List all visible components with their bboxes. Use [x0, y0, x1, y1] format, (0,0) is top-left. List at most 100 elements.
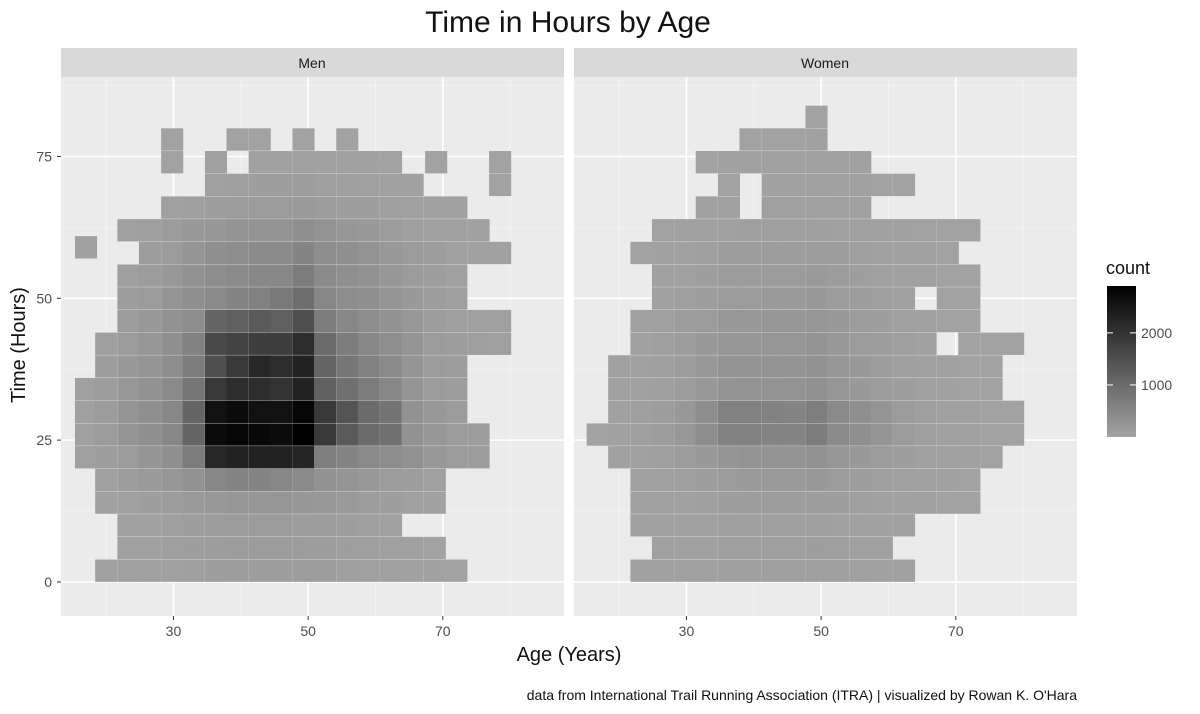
heatmap-bin	[401, 468, 424, 492]
heatmap-bin	[849, 332, 872, 355]
heatmap-bin	[674, 377, 697, 401]
heatmap-bin	[248, 536, 271, 560]
heatmap-bin	[292, 173, 315, 197]
heatmap-bin	[226, 514, 249, 537]
heatmap-bin	[936, 491, 959, 514]
heatmap-bin	[651, 423, 675, 446]
heatmap-bin	[958, 400, 981, 424]
heatmap-bin	[138, 355, 162, 378]
heatmap-bin	[117, 355, 140, 378]
heatmap-bin	[739, 514, 762, 537]
heatmap-bin	[270, 196, 293, 219]
heatmap-bin	[204, 468, 228, 492]
legend-tick-label: 1000	[1141, 377, 1172, 393]
heatmap-bin	[74, 377, 98, 401]
heatmap-bin	[182, 355, 205, 378]
heatmap-bin	[630, 377, 653, 401]
heatmap-bin	[423, 241, 446, 265]
heatmap-bin	[849, 355, 872, 378]
heatmap-bin	[630, 559, 653, 582]
strip-label: Women	[801, 55, 849, 71]
heatmap-bin	[95, 468, 118, 492]
heatmap-bin	[117, 536, 140, 560]
heatmap-bin	[357, 219, 380, 242]
heatmap-bin	[380, 491, 403, 514]
heatmap-bin	[95, 377, 118, 401]
heatmap-bin	[445, 241, 468, 265]
heatmap-bin	[783, 196, 806, 219]
heatmap-bin	[314, 377, 337, 401]
heatmap-bin	[248, 241, 271, 265]
heatmap-bin	[226, 446, 249, 469]
heatmap-bin	[936, 423, 959, 446]
heatmap-bin	[380, 468, 403, 492]
heatmap-bin	[292, 536, 315, 560]
heatmap-bin	[357, 514, 380, 537]
heatmap-bin	[292, 400, 315, 424]
heatmap-bin	[74, 236, 98, 259]
heatmap-bin	[270, 309, 293, 333]
heatmap-bin	[893, 332, 916, 355]
heatmap-bin	[467, 241, 490, 265]
heatmap-bin	[805, 355, 828, 378]
heatmap-bin	[182, 446, 205, 469]
heatmap-bin	[270, 332, 293, 355]
heatmap-bin	[849, 514, 872, 537]
heatmap-bin	[893, 559, 916, 582]
heatmap-bin	[489, 309, 512, 333]
heatmap-bin	[161, 377, 184, 401]
legend: count 1000 2000	[1106, 258, 1172, 437]
heatmap-bin	[95, 332, 118, 355]
heatmap-bin	[805, 309, 828, 333]
heatmap-bin	[651, 491, 675, 514]
heatmap-bin	[936, 287, 959, 310]
heatmap-bin	[161, 491, 184, 514]
y-axis: 0 25 50 75	[36, 148, 61, 590]
heatmap-bin	[161, 241, 184, 265]
heatmap-bin	[827, 355, 850, 378]
heatmap-bin	[314, 400, 337, 424]
heatmap-bin	[674, 559, 697, 582]
heatmap-bin	[314, 559, 337, 582]
heatmap-bin	[138, 309, 162, 333]
strip-background	[61, 48, 564, 77]
heatmap-bin	[805, 332, 828, 355]
heatmap-bin	[827, 309, 850, 333]
heatmap-bin	[783, 173, 806, 197]
heatmap-bin	[717, 332, 741, 355]
heatmap-bin	[357, 491, 380, 514]
heatmap-bin	[608, 377, 631, 401]
heatmap-bin	[805, 264, 828, 287]
heatmap-bin	[226, 219, 249, 242]
heatmap-bin	[695, 332, 718, 355]
heatmap-bin	[117, 332, 140, 355]
heatmap-bin	[805, 423, 828, 446]
heatmap-bin	[893, 264, 916, 287]
heatmap-bin	[849, 264, 872, 287]
heatmap-bin	[783, 151, 806, 174]
heatmap-bin	[314, 491, 337, 514]
x-tick-label: 50	[300, 623, 316, 639]
heatmap-bin	[651, 400, 675, 424]
heatmap-bin	[783, 536, 806, 560]
heatmap-bin	[248, 559, 271, 582]
heatmap-bin	[248, 423, 271, 446]
heatmap-bin	[630, 400, 653, 424]
heatmap-bin	[161, 468, 184, 492]
heatmap-bin	[958, 468, 981, 492]
heatmap-bin	[893, 468, 916, 492]
heatmap-bin	[270, 423, 293, 446]
heatmap-bin	[204, 536, 228, 560]
heatmap-bin	[95, 446, 118, 469]
heatmap-bin	[695, 309, 718, 333]
heatmap-bin	[958, 446, 981, 469]
heatmap-bin	[445, 559, 468, 582]
heatmap-bin	[630, 332, 653, 355]
heatmap-bin	[445, 309, 468, 333]
heatmap-bin	[849, 173, 872, 197]
heatmap-bin	[357, 446, 380, 469]
heatmap-bin	[893, 423, 916, 446]
heatmap-bin	[248, 128, 271, 151]
heatmap-bin	[138, 377, 162, 401]
heatmap-bin	[270, 219, 293, 242]
